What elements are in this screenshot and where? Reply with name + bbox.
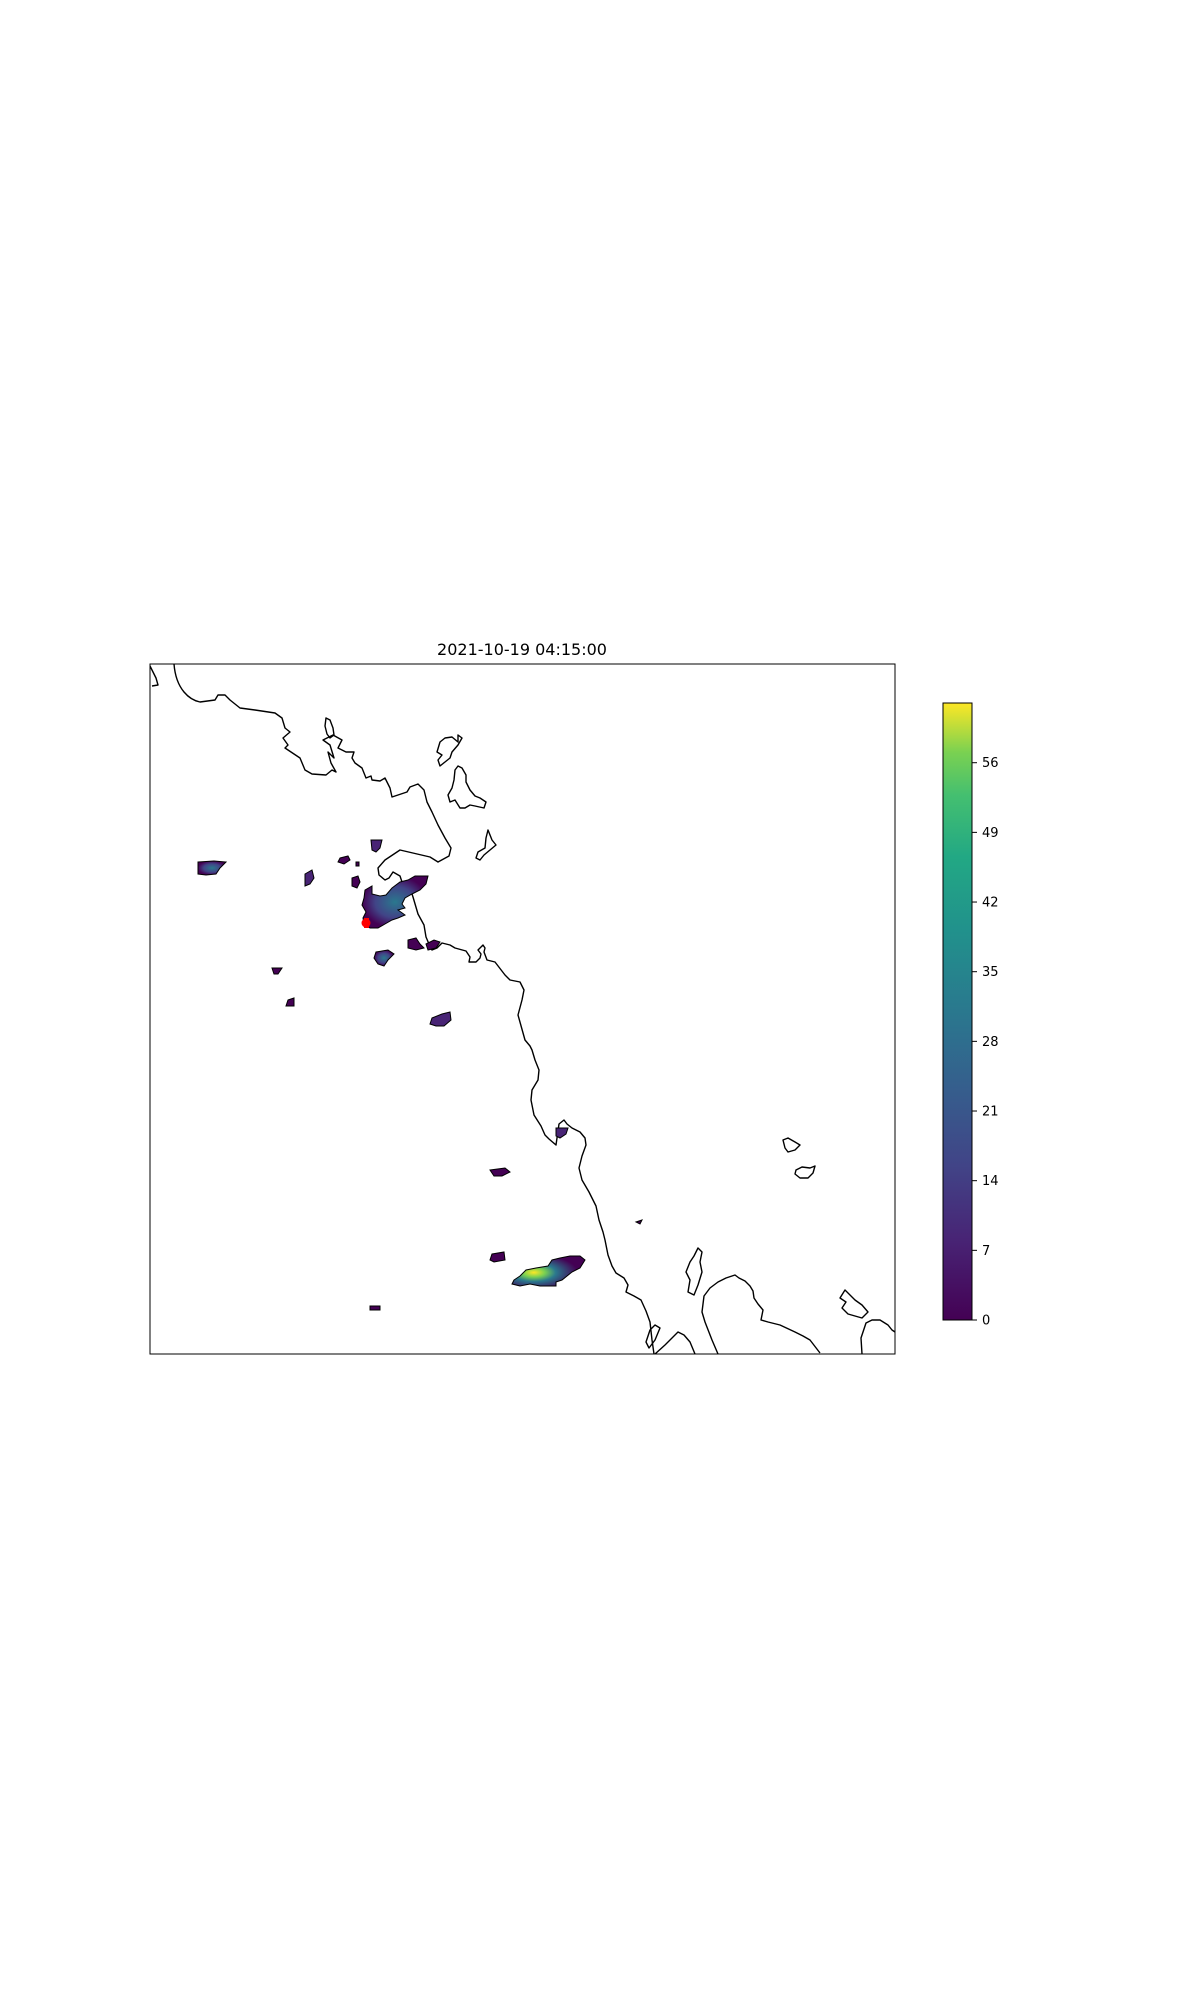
precip-cell-mid-east <box>555 1127 569 1139</box>
island-c <box>447 765 487 809</box>
island-south-b <box>645 1324 661 1349</box>
precipitation-cells <box>197 839 643 1311</box>
precip-cell-south-small <box>489 1167 511 1177</box>
colorbar-gradient <box>942 702 973 1321</box>
precip-cell-small-3 <box>355 861 360 867</box>
colorbar-tick-label: 28 <box>982 1035 999 1050</box>
precip-cell-tiny <box>634 1219 643 1225</box>
coastline-west-corner <box>150 665 159 687</box>
colorbar-tick-label: 56 <box>982 756 999 771</box>
precip-cell-coast-1 <box>407 937 425 951</box>
precip-cell-small-4 <box>304 869 315 887</box>
island-southeast <box>839 1289 869 1319</box>
precip-cell-near-main-south <box>373 949 395 967</box>
precip-cell-small-1 <box>337 855 351 865</box>
map-axes <box>149 663 896 1355</box>
precip-cell-north <box>370 839 383 853</box>
coastline-east-edge <box>860 1319 895 1354</box>
colorbar: 0 7 14 21 28 35 42 49 56 <box>942 702 999 1329</box>
precip-cell-west-small-1 <box>271 967 283 975</box>
colorbar-tick-label: 42 <box>982 896 999 911</box>
colorbar-tick-label: 14 <box>982 1174 999 1189</box>
precip-cell-coast-2 <box>425 939 441 951</box>
precip-cell-small-2 <box>351 875 361 889</box>
island-east-a <box>782 1137 801 1153</box>
colorbar-tick-label: 0 <box>982 1314 990 1329</box>
colorbar-ticks: 0 7 14 21 28 35 42 49 56 <box>972 756 999 1329</box>
colorbar-tick-label: 35 <box>982 965 999 980</box>
coastline-southeast <box>701 1274 821 1354</box>
location-marker-shadow <box>364 918 369 928</box>
precip-cell-south-main <box>511 1255 586 1287</box>
coastline-mainland <box>173 664 655 1354</box>
precip-cell-west-small-2 <box>285 997 295 1007</box>
colorbar-tick-label: 49 <box>982 826 999 841</box>
island-b <box>436 734 463 767</box>
island-d <box>475 829 497 861</box>
coastline-south-peninsula <box>654 1331 696 1354</box>
island-east-b <box>794 1165 816 1179</box>
colorbar-tick-label: 21 <box>982 1105 999 1120</box>
precip-cell-southwest-tiny <box>369 1305 381 1311</box>
map-title: 2021-10-19 04:15:00 <box>437 640 607 659</box>
precip-cell-west <box>197 860 228 876</box>
precip-cell-south-west <box>489 1251 506 1263</box>
island-small-a <box>324 717 335 739</box>
colorbar-tick-label: 7 <box>982 1244 990 1259</box>
precip-cell-mid <box>429 1011 452 1027</box>
island-south-a <box>685 1247 703 1296</box>
map-frame <box>149 663 896 1355</box>
